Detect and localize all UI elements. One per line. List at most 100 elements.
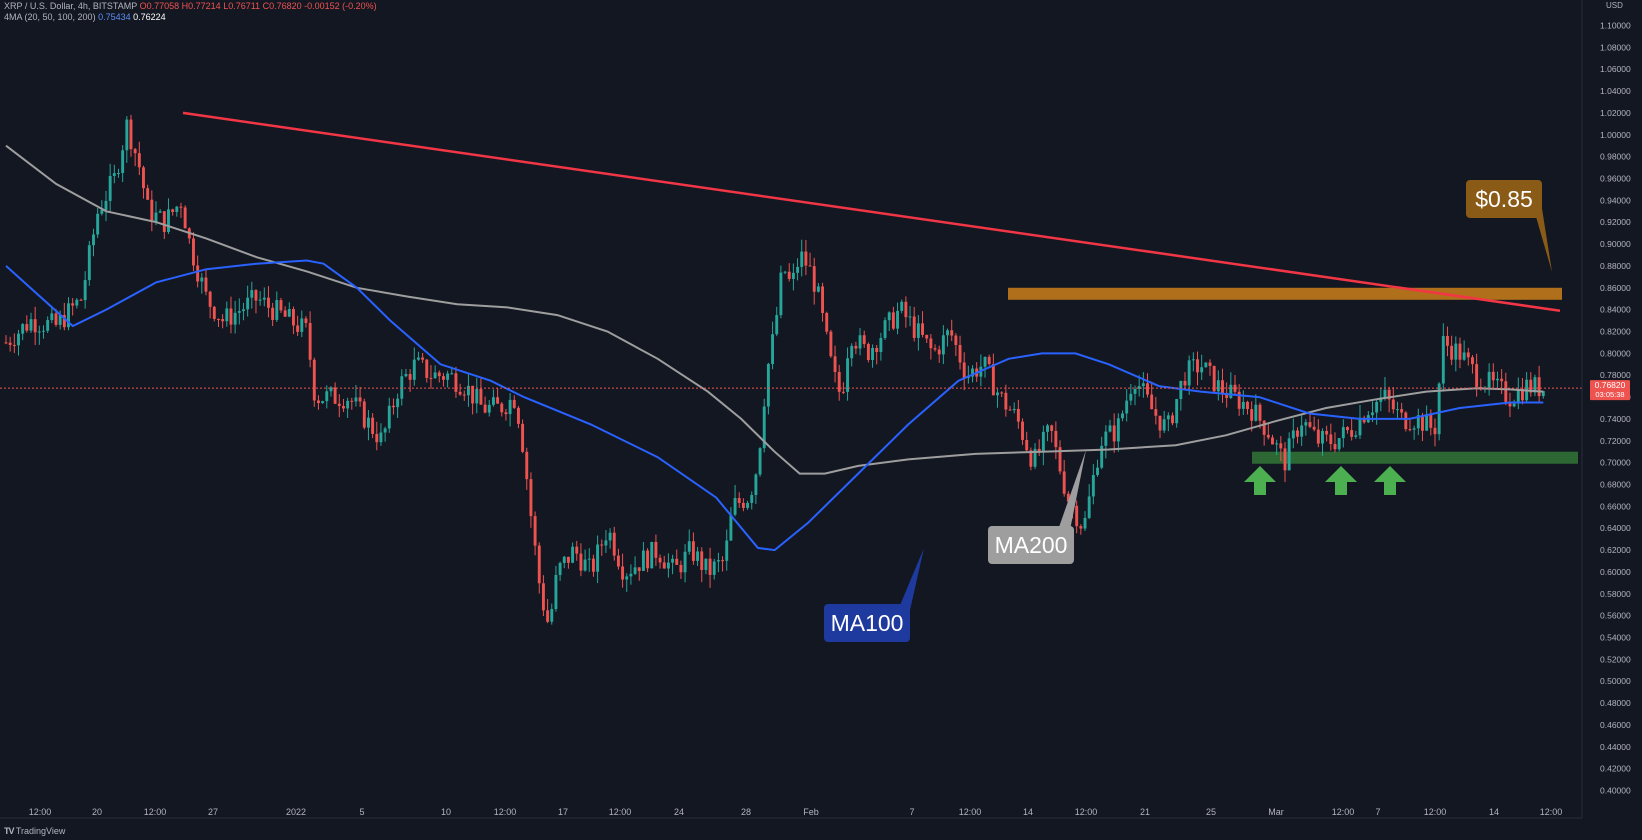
candle-body	[96, 213, 100, 235]
candle-body	[991, 364, 995, 396]
candle-body	[491, 397, 495, 405]
candle-body	[933, 348, 937, 350]
candle-body	[866, 343, 870, 361]
descending-trendline	[182, 111, 1561, 312]
candle-body	[1500, 378, 1504, 382]
candle-body	[25, 324, 29, 331]
x-tick-label: 25	[1206, 807, 1216, 817]
x-tick-label: 17	[558, 807, 568, 817]
x-tick-label: 10	[441, 807, 451, 817]
candle-body	[1191, 359, 1195, 361]
candle-body	[1037, 448, 1041, 453]
candle-body	[179, 206, 183, 208]
ma200-callout-box	[988, 526, 1074, 564]
candle-body	[341, 406, 345, 409]
candle-body	[571, 546, 575, 563]
up-arrow-icon	[1244, 466, 1276, 495]
candle-body	[737, 498, 741, 503]
candle-body	[1075, 505, 1079, 527]
candle-body	[242, 309, 245, 312]
candle-body	[1275, 443, 1279, 445]
candle-body	[1491, 371, 1495, 381]
candle-body	[1350, 430, 1354, 437]
candle-body	[1441, 335, 1445, 384]
candle-body	[233, 312, 237, 325]
candle-body	[217, 318, 220, 320]
candle-body	[1062, 471, 1066, 494]
candle-body	[1266, 434, 1270, 438]
candle-body	[304, 318, 308, 324]
candle-body	[1087, 496, 1091, 518]
candle-body	[1346, 427, 1349, 431]
y-tick-label: 0.98000	[1600, 152, 1631, 162]
candle-body	[900, 301, 904, 311]
symbol-title: XRP / U.S. Dollar, 4h, BITSTAMP	[4, 1, 138, 11]
x-tick-label: 5	[359, 807, 364, 817]
tradingview-label: TradingView	[15, 826, 66, 836]
candle-body	[1025, 439, 1029, 451]
candle-body	[983, 356, 987, 367]
candle-body	[758, 448, 762, 475]
candle-body	[725, 540, 729, 561]
candle-body	[1116, 418, 1120, 442]
candle-body	[987, 356, 991, 365]
candle-body	[946, 330, 949, 336]
candle-body	[1362, 417, 1366, 423]
candle-body	[879, 338, 883, 352]
candle-body	[1475, 364, 1479, 387]
candle-body	[783, 271, 787, 273]
candle-body	[512, 399, 516, 408]
candle-body	[346, 400, 350, 409]
candle-body	[1325, 430, 1329, 435]
y-tick-label: 0.94000	[1600, 195, 1631, 205]
up-arrow-icon	[1374, 466, 1406, 495]
current-price-value: 0.76820	[1595, 380, 1626, 390]
candle-body	[937, 349, 941, 355]
candle-body	[658, 557, 662, 563]
candle-body	[996, 392, 999, 396]
candle-body	[762, 406, 766, 449]
candle-body	[929, 338, 933, 349]
x-tick-label: 27	[208, 807, 218, 817]
candle-body	[1175, 399, 1179, 424]
candle-body	[1200, 367, 1204, 373]
candle-body	[500, 403, 504, 413]
candle-body	[100, 209, 104, 214]
candle-body	[1508, 401, 1512, 407]
candle-body	[775, 315, 779, 335]
candle-body	[350, 400, 354, 402]
x-tick-label: 12:00	[1332, 807, 1355, 817]
candle-body	[566, 556, 570, 563]
price-axis-panel[interactable]	[1582, 0, 1642, 840]
candle-body	[154, 212, 158, 223]
candle-body	[625, 576, 629, 580]
x-tick-label: Feb	[803, 807, 819, 817]
candle-body	[262, 297, 266, 300]
candle-body	[841, 391, 845, 393]
candle-body	[171, 209, 175, 213]
y-tick-label: 1.00000	[1600, 130, 1631, 140]
indicator-label[interactable]: 4MA (20, 50, 100, 200)	[4, 12, 96, 22]
candle-body	[1341, 427, 1345, 439]
candle-body	[1150, 394, 1154, 410]
candle-body	[1233, 384, 1237, 392]
y-tick-label: 0.54000	[1600, 633, 1631, 643]
y-tick-label: 0.66000	[1600, 501, 1631, 511]
candle-body	[446, 373, 450, 380]
candle-body	[971, 368, 974, 377]
candle-body	[1004, 392, 1008, 410]
tradingview-logo[interactable]: TV TradingView	[4, 826, 65, 836]
candle-body	[246, 297, 250, 310]
candle-body	[433, 372, 437, 379]
y-tick-label: 0.82000	[1600, 326, 1631, 336]
candle-body	[687, 541, 691, 552]
candle-body	[1541, 391, 1545, 397]
candle-body	[808, 265, 812, 267]
candle-body	[366, 417, 370, 428]
candle-body	[533, 516, 537, 546]
candle-body	[46, 320, 50, 331]
candle-body	[829, 331, 833, 357]
candle-body	[450, 373, 454, 375]
candle-body	[896, 310, 899, 329]
